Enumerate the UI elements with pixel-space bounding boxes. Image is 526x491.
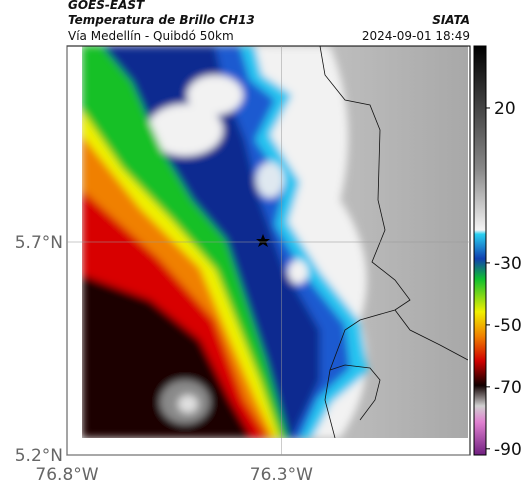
cloud-patch: [256, 162, 284, 198]
subtitle: Vía Medellín - Quibdó 50km: [68, 29, 234, 43]
header: GOES-EAST Temperatura de Brillo CH13 SIA…: [68, 0, 470, 43]
satellite-image: [82, 46, 468, 438]
colorbar: [473, 45, 487, 456]
cloud-patch: [288, 260, 308, 284]
lon-tick-label: 76.3°W: [250, 465, 313, 485]
source: GOES-EAST: [68, 0, 145, 12]
cold-core: [178, 395, 198, 413]
organization: SIATA: [432, 13, 470, 27]
colorbar-tick-label: -50: [494, 316, 522, 336]
timestamp: 2024-09-01 18:49: [362, 29, 470, 43]
borders: [319, 46, 468, 438]
title: Temperatura de Brillo CH13: [68, 13, 255, 27]
colorbar-tick-label: 20: [494, 99, 516, 119]
cloud-patch: [187, 75, 243, 115]
lat-tick-label: 5.2°N: [15, 446, 63, 466]
colorbar-tick-label: -70: [494, 378, 522, 398]
lon-tick-label: 76.8°W: [35, 465, 98, 485]
dark-band: [82, 275, 252, 438]
colorbar-tick-label: -30: [494, 254, 522, 274]
location-star: [256, 234, 270, 247]
lat-tick-label: 5.7°N: [15, 233, 63, 253]
cloud-patch: [147, 104, 223, 156]
colorbar-tick-label: -90: [494, 440, 522, 460]
